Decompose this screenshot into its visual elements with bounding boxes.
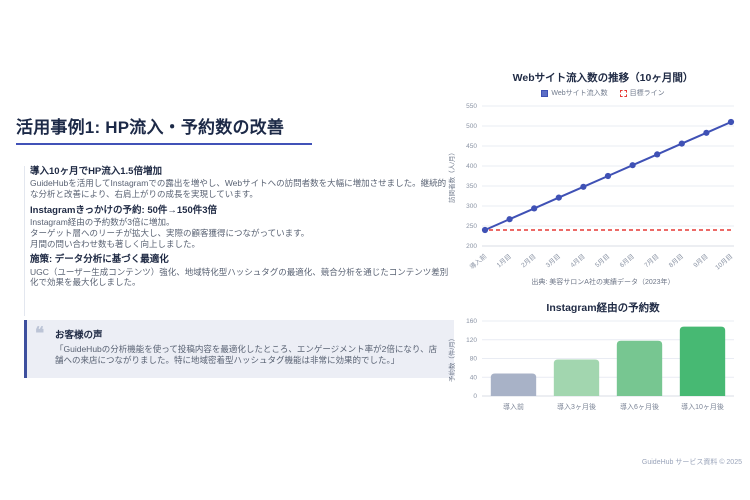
chart-source-note: 出典: 美容サロンA社の実績データ（2023年） <box>531 279 675 286</box>
legend-item-series: Webサイト流入数 <box>541 88 608 98</box>
case-study-sections: 導入10ヶ月でHP流入1.5倍増加 GuideHubを活用してInstagram… <box>30 166 454 293</box>
svg-text:1月目: 1月目 <box>495 252 513 269</box>
svg-text:導入3ヶ月後: 導入3ヶ月後 <box>557 402 596 411</box>
svg-text:160: 160 <box>466 318 477 325</box>
svg-text:350: 350 <box>466 183 477 190</box>
bar-chart-title: Instagram経由の予約数 <box>546 302 660 314</box>
svg-text:7月目: 7月目 <box>643 252 661 269</box>
svg-text:40: 40 <box>470 374 478 381</box>
svg-text:導入前: 導入前 <box>468 251 489 271</box>
section-heading: Instagramきっかけの予約: 50件→150件3倍 <box>30 204 218 216</box>
legend-target-label: 目標ライン <box>629 90 665 97</box>
line-chart-title: Webサイト流入数の推移（10ヶ月間） <box>512 72 694 84</box>
svg-text:2月目: 2月目 <box>520 252 538 269</box>
svg-text:6月目: 6月目 <box>618 252 636 269</box>
legend-series-label: Webサイト流入数 <box>551 90 608 97</box>
legend-item-target: 目標ライン <box>619 88 665 98</box>
svg-text:200: 200 <box>466 243 477 250</box>
svg-text:0: 0 <box>473 393 477 400</box>
svg-text:9月目: 9月目 <box>692 252 710 269</box>
series-swatch-icon <box>541 89 549 97</box>
svg-text:導入10ヶ月後: 導入10ヶ月後 <box>681 402 724 411</box>
svg-text:80: 80 <box>470 356 478 363</box>
section-body: GuideHubを活用してInstagramでの露出を増やし、Webサイトへの訪… <box>30 178 447 200</box>
svg-text:120: 120 <box>466 337 477 344</box>
svg-text:300: 300 <box>466 203 477 210</box>
instagram-bookings-bar-chart: Instagram経由の予約数 0 40 80 120 160 導入前 導入3ヶ月後 導入6ヶ… <box>446 300 740 417</box>
section-heading: 施策: データ分析に基づく最適化 <box>30 254 169 266</box>
quote-heading: お客様の声 <box>55 330 103 341</box>
page-title: 活用事例1: HP流入・予約数の改善 <box>16 113 312 145</box>
svg-text:10月目: 10月目 <box>714 252 735 271</box>
section-measures: 施策: データ分析に基づく最適化 UGC（ユーザー生成コンテンツ）強化、地域特化… <box>30 254 454 288</box>
section-body: Instagram経由の予約数が3倍に増加。 ターゲット層へのリーチが拡大し、実… <box>30 217 310 249</box>
section-bookings: Instagramきっかけの予約: 50件→150件3倍 Instagram経由… <box>30 205 454 249</box>
quote-body: 「GuideHubの分析機能を使って投稿内容を最適化したところ、エンゲージメント… <box>55 344 438 366</box>
section-body: UGC（ユーザー生成コンテンツ）強化、地域特化型ハッシュタグの最適化、競合分析を… <box>30 266 449 288</box>
customer-quote-box: ❝ お客様の声 「GuideHubの分析機能を使って投稿内容を最適化したところ、… <box>24 320 454 378</box>
svg-text:500: 500 <box>466 123 477 130</box>
target-swatch-icon <box>619 89 627 97</box>
svg-text:導入6ヶ月後: 導入6ヶ月後 <box>620 402 659 411</box>
quote-icon: ❝ <box>35 324 45 343</box>
svg-text:550: 550 <box>466 103 477 110</box>
footer-credit: GuideHub サービス資料 © 2025 <box>641 459 742 466</box>
bar-chart-plot: 0 40 80 120 160 導入前 導入3ヶ月後 導入6ヶ月後 導入10ヶ月後 予約数（件/月… <box>447 318 734 411</box>
svg-text:訪問者数（人/月）: 訪問者数（人/月） <box>447 149 456 203</box>
line-chart-plot: 200 250 300 350 400 450 500 550 導入前 1月目 2月目 3月目 4月目 5… <box>447 103 735 272</box>
left-rail-line <box>24 166 25 316</box>
chart-legend: Webサイト流入数 目標ライン <box>446 88 740 98</box>
section-traffic: 導入10ヶ月でHP流入1.5倍増加 GuideHubを活用してInstagram… <box>30 166 454 200</box>
svg-text:5月目: 5月目 <box>593 252 611 269</box>
svg-text:3月目: 3月目 <box>544 252 562 269</box>
web-traffic-line-chart: Webサイト流入数の推移（10ヶ月間） Webサイト流入数 目標ライン 200 2… <box>446 70 740 287</box>
section-heading: 導入10ヶ月でHP流入1.5倍増加 <box>30 166 162 177</box>
svg-text:400: 400 <box>466 163 477 170</box>
svg-text:450: 450 <box>466 143 477 150</box>
svg-text:予約数（件/月）: 予約数（件/月） <box>447 335 456 382</box>
svg-text:250: 250 <box>466 223 477 230</box>
svg-text:導入前: 導入前 <box>503 402 524 411</box>
svg-text:4月目: 4月目 <box>569 252 587 269</box>
svg-text:8月目: 8月目 <box>667 252 685 269</box>
